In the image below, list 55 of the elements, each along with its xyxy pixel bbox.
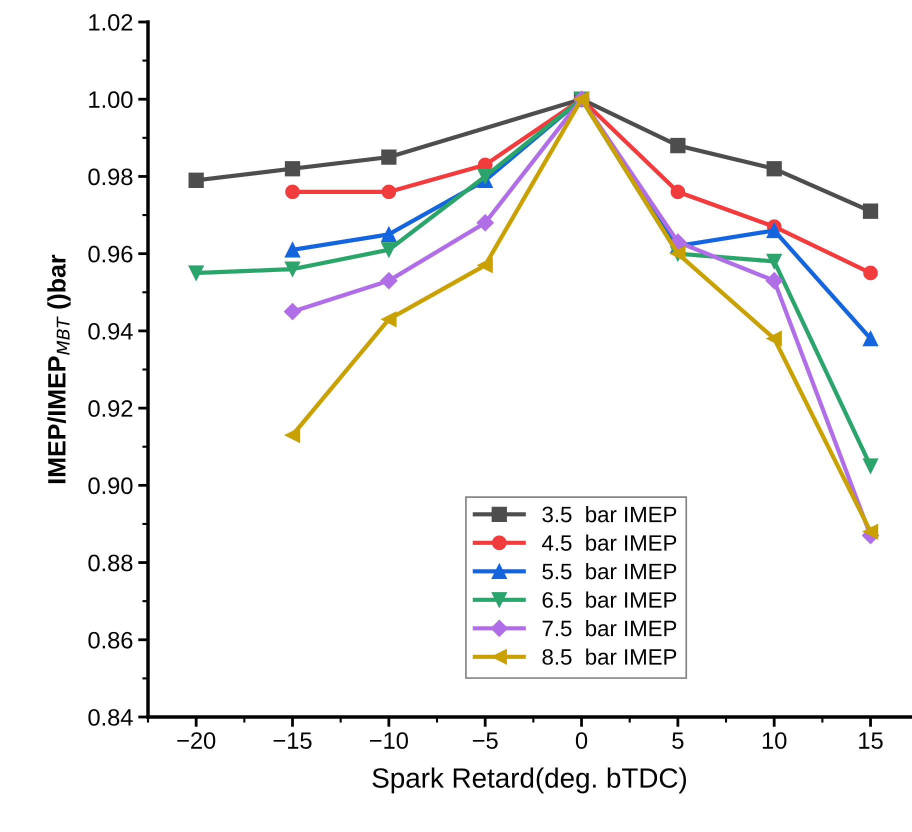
legend-label: 5.5 bar IMEP: [542, 563, 676, 580]
y-tick-label: 0.92: [88, 400, 132, 417]
point: [188, 265, 204, 281]
point: [284, 242, 300, 258]
point: [766, 330, 782, 346]
point: [862, 204, 878, 219]
point: [381, 242, 396, 258]
x-tick-label: 5: [672, 732, 684, 749]
legend-label: 3.5 bar IMEP: [542, 506, 676, 522]
legend-label: 4.5 bar IMEP: [542, 534, 676, 551]
legend-label: 8.5 bar IMEP: [542, 648, 676, 665]
point: [188, 172, 204, 188]
point: [766, 222, 782, 238]
x-tick-label: 15: [859, 732, 883, 749]
point: [670, 138, 686, 154]
legend-label: 6.5 bar IMEP: [542, 592, 676, 608]
x-axis-title: Spark Retard(deg. bTDC): [372, 767, 686, 794]
point: [284, 161, 300, 176]
x-tick-label: −15: [274, 732, 312, 749]
legend-label: 7.5 bar IMEP: [542, 620, 676, 636]
point: [863, 266, 878, 280]
x-tick-label: 10: [762, 732, 786, 749]
point: [285, 184, 300, 200]
y-tick-label: 0.98: [88, 168, 132, 186]
point: [382, 184, 396, 200]
point: [478, 258, 493, 273]
point: [284, 261, 300, 277]
point: [284, 303, 302, 320]
y-tick-label: 0.86: [88, 632, 132, 649]
point: [766, 254, 782, 270]
point: [381, 312, 396, 327]
point: [862, 458, 878, 474]
point: [476, 214, 494, 232]
y-tick-label: 0.84: [88, 709, 133, 726]
point: [381, 226, 396, 242]
point: [478, 168, 493, 184]
x-tick-label: −20: [177, 732, 216, 749]
point: [670, 184, 686, 200]
y-tick-label: 0.94: [88, 322, 133, 340]
point: [284, 428, 300, 443]
y-tick-label: 0.90: [88, 477, 132, 494]
x-tick-label: −5: [472, 732, 498, 749]
y-tick-label: 1.00: [89, 91, 132, 108]
point: [381, 150, 396, 165]
x-tick-label: 0: [576, 732, 588, 749]
y-tick-label: 0.96: [88, 246, 132, 262]
point: [766, 161, 782, 176]
x-tick-label: −10: [370, 732, 408, 749]
y-tick-label: 0.88: [88, 554, 132, 572]
point: [766, 272, 783, 290]
y-axis-title: IMEP/IMEP$_{MBT}$ ()bar: [47, 254, 71, 484]
point: [862, 330, 878, 346]
point: [380, 272, 398, 290]
point: [862, 524, 878, 540]
y-tick-label: 1.02: [89, 14, 132, 31]
